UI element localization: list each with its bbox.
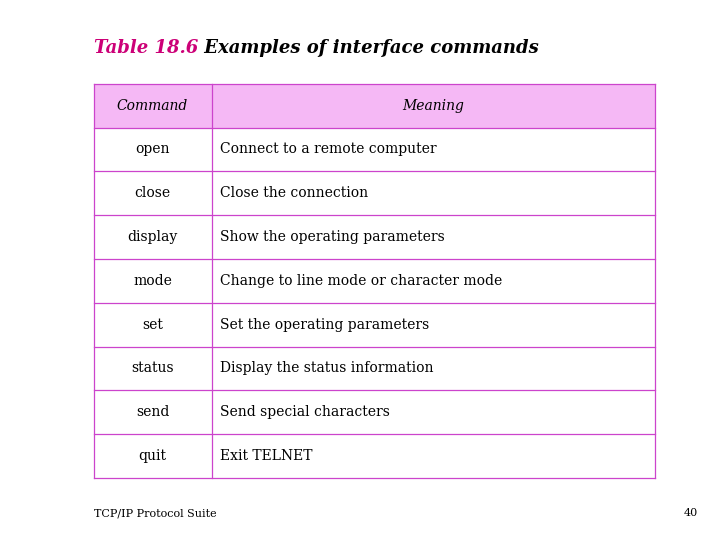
Text: Command: Command [117,99,188,113]
Text: Set the operating parameters: Set the operating parameters [220,318,429,332]
Text: TCP/IP Protocol Suite: TCP/IP Protocol Suite [94,508,216,518]
Text: Display the status information: Display the status information [220,361,433,375]
Bar [94,259,655,303]
Bar [94,434,655,478]
Text: status: status [131,361,174,375]
Text: Connect to a remote computer: Connect to a remote computer [220,143,437,157]
Text: open: open [135,143,170,157]
Text: mode: mode [133,274,172,288]
Text: Close the connection: Close the connection [220,186,369,200]
Text: Change to line mode or character mode: Change to line mode or character mode [220,274,503,288]
Text: Examples of interface commands: Examples of interface commands [198,39,539,57]
Bar [94,171,655,215]
Bar [94,84,655,127]
Text: quit: quit [138,449,166,463]
Bar [94,215,655,259]
Text: display: display [127,230,178,244]
Text: Show the operating parameters: Show the operating parameters [220,230,445,244]
Text: Meaning: Meaning [402,99,464,113]
Text: 40: 40 [684,508,698,518]
Text: Exit TELNET: Exit TELNET [220,449,312,463]
Text: Send special characters: Send special characters [220,405,390,419]
Bar [94,303,655,347]
Bar [94,127,655,171]
Text: Table 18.6: Table 18.6 [94,39,198,57]
Text: close: close [135,186,171,200]
Text: send: send [136,405,169,419]
Bar [94,390,655,434]
Text: set: set [142,318,163,332]
Bar [94,347,655,390]
